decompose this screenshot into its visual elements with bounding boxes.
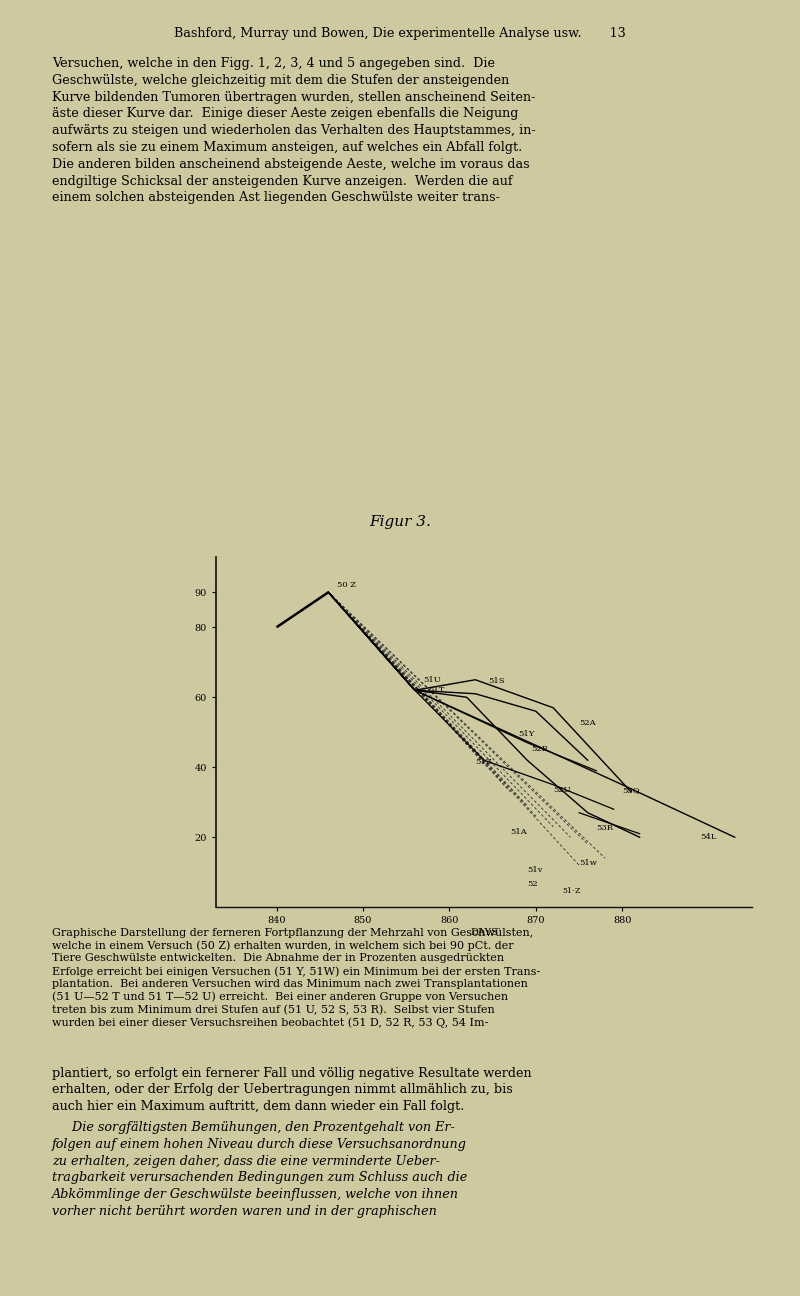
Text: 51w: 51w — [579, 859, 597, 867]
Text: 51T: 51T — [428, 686, 444, 693]
Text: 51Z: 51Z — [475, 758, 492, 766]
Text: 52R: 52R — [531, 745, 549, 753]
Text: Figur 3.: Figur 3. — [369, 515, 431, 529]
X-axis label: DAYS: DAYS — [470, 928, 498, 937]
Text: 52: 52 — [527, 880, 538, 888]
Text: 50 Z: 50 Z — [337, 581, 356, 588]
Text: 54L: 54L — [700, 833, 717, 841]
Text: 53Q: 53Q — [622, 785, 640, 793]
Text: Bashford, Murray und Bowen, Die experimentelle Analyse usw.       13: Bashford, Murray und Bowen, Die experime… — [174, 27, 626, 40]
Text: 52U: 52U — [553, 785, 570, 793]
Text: 53R: 53R — [596, 824, 614, 832]
Text: 51S: 51S — [488, 678, 505, 686]
Text: 51A: 51A — [510, 828, 526, 836]
Text: plantiert, so erfolgt ein fernerer Fall und völlig negative Resultate werden
erh: plantiert, so erfolgt ein fernerer Fall … — [52, 1067, 532, 1113]
Text: 51v: 51v — [527, 866, 542, 875]
Text: Versuchen, welche in den Figg. 1, 2, 3, 4 und 5 angegeben sind.  Die
Geschwülste: Versuchen, welche in den Figg. 1, 2, 3, … — [52, 57, 536, 205]
Text: Graphische Darstellung der ferneren Fortpflanzung der Mehrzahl von Geschwülsten,: Graphische Darstellung der ferneren Fort… — [52, 928, 540, 1028]
Text: 51Y: 51Y — [518, 730, 535, 737]
Text: 51$\cdot$Z: 51$\cdot$Z — [562, 885, 581, 896]
Text: 52A: 52A — [579, 719, 596, 727]
Text: Die sorgfältigsten Bemühungen, den Prozentgehalt von Er-
folgen auf einem hohen : Die sorgfältigsten Bemühungen, den Proze… — [52, 1121, 467, 1218]
Text: 51U: 51U — [423, 675, 442, 683]
